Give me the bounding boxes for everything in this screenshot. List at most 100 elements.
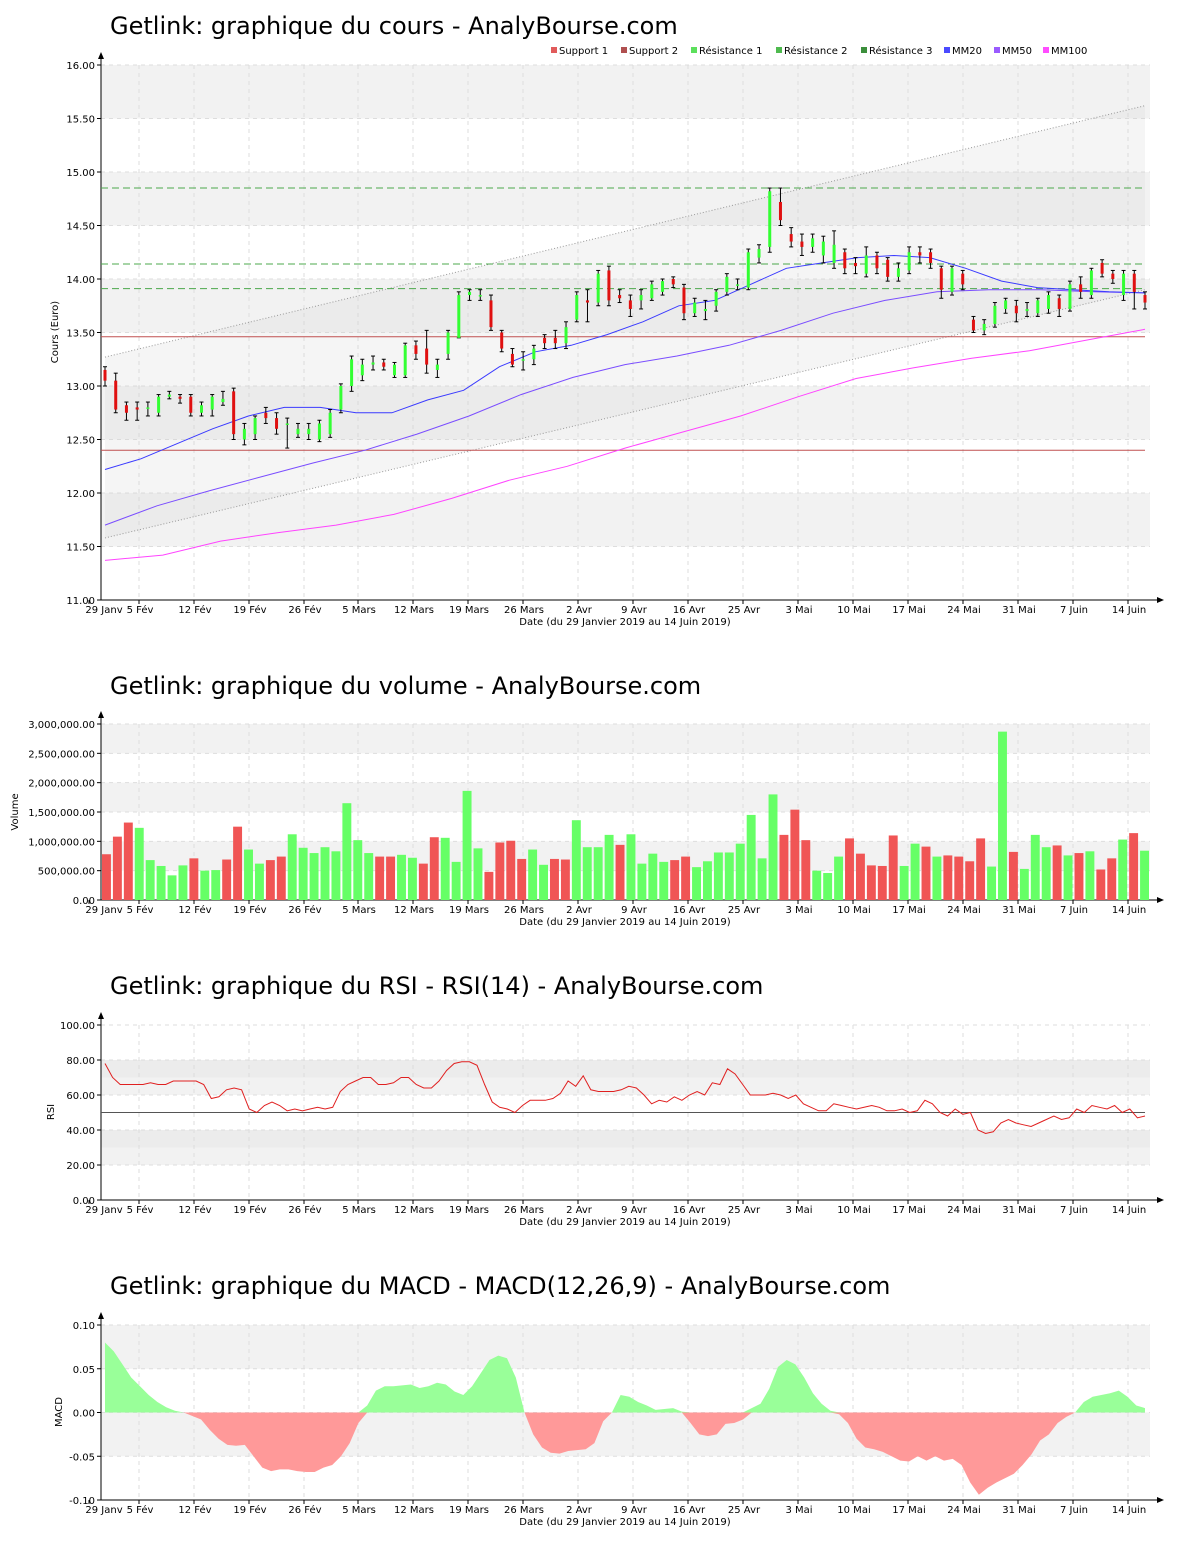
x-tick-label: 7 Juin (1060, 1205, 1088, 1216)
grid-band (101, 65, 1150, 119)
candle-body (446, 332, 450, 354)
x-tick-label: 7 Juin (1060, 905, 1088, 916)
x-tick-label: 17 Mai (892, 1505, 925, 1516)
candle-body (596, 273, 600, 303)
candle (660, 278, 665, 296)
volume-bar (211, 870, 221, 900)
volume-bar (681, 856, 691, 900)
candle-body (275, 418, 279, 429)
x-tick-label: 5 Fév (127, 1504, 154, 1516)
candle-body (392, 364, 396, 376)
volume-bar (659, 861, 669, 900)
candle (1110, 269, 1115, 284)
candle-body (886, 259, 890, 277)
legend-item: MM100 (1043, 46, 1087, 57)
candle-body (350, 359, 354, 386)
x-tick-label: 3 Mai (785, 605, 812, 616)
volume-bar (604, 834, 614, 900)
legend-label: MM20 (952, 46, 982, 57)
x-tick-label: 12 Fév (178, 904, 211, 916)
y-tick-label: 3,000,000.00 (28, 720, 95, 731)
y-axis-arrow (98, 1312, 104, 1319)
candle-body (500, 332, 504, 349)
candle-body (982, 323, 986, 331)
legend-label: Support 2 (629, 46, 678, 57)
y-tick-label: 11.50 (66, 543, 95, 554)
candle-body (939, 268, 943, 290)
x-tick-label: 14 Juin (1112, 1505, 1146, 1516)
volume-bar (724, 852, 734, 900)
candle-body (789, 234, 793, 242)
candle (1035, 297, 1040, 317)
candle-body (382, 362, 386, 367)
x-tick-label: 24 Mai (947, 605, 980, 616)
macd-positive-area (105, 1342, 1145, 1413)
candle (124, 401, 129, 421)
x-tick-label: 19 Fév (233, 1504, 266, 1516)
candle-body (199, 405, 203, 413)
volume-bar (353, 840, 363, 900)
volume-bar (407, 857, 417, 900)
candle (349, 355, 354, 392)
volume-bar (702, 861, 712, 900)
volume-bar (1030, 834, 1040, 900)
chart-title: Getlink: graphique du RSI - RSI(14) - An… (110, 972, 763, 1000)
x-tick-label: 5 Fév (127, 904, 154, 916)
x-tick-label: 29 Janv (85, 905, 122, 916)
candle-body (425, 348, 429, 365)
candle-body (414, 345, 418, 354)
legend-item: Résistance 2 (776, 45, 847, 57)
y-axis-label: MACD (54, 1397, 65, 1427)
x-tick-label: 25 Avr (728, 1205, 761, 1216)
volume-bar (429, 837, 439, 900)
chart-title: Getlink: graphique du cours - AnalyBours… (110, 12, 678, 40)
volume-bar (539, 864, 549, 900)
candle-body (607, 270, 611, 301)
volume-bar (1008, 851, 1018, 900)
volume-bar (845, 838, 854, 900)
candle (767, 187, 772, 253)
candle-body (178, 396, 182, 399)
volume-bar (528, 849, 538, 900)
candle-body (875, 255, 879, 269)
volume-bar (473, 848, 483, 900)
candle-body (564, 327, 568, 344)
candle-body (371, 362, 375, 365)
candle (874, 251, 879, 275)
x-tick-label: 24 Mai (947, 1505, 980, 1516)
candle-body (1079, 284, 1083, 292)
volume-bar (866, 865, 876, 900)
legend-label: MM50 (1002, 46, 1032, 57)
x-tick-label: 2 Avr (566, 605, 593, 616)
y-tick-label: 2,500,000.00 (28, 749, 95, 760)
candle (328, 409, 333, 438)
volume-bar (812, 870, 822, 900)
candle (735, 278, 740, 291)
x-tick-label: 14 Juin (1112, 605, 1146, 616)
candle (424, 329, 429, 374)
candle (553, 329, 558, 350)
candle-body (532, 348, 536, 360)
candle (156, 394, 161, 417)
volume-bar (451, 861, 461, 900)
candle-body (146, 407, 150, 409)
volume-bar (954, 856, 964, 900)
x-tick-label: 16 Avr (673, 605, 706, 616)
x-tick-label: 26 Mars (504, 605, 544, 616)
candle (371, 355, 376, 371)
candle-body (693, 302, 697, 314)
candle (1025, 302, 1030, 317)
volume-bar (965, 861, 975, 900)
candle (714, 289, 719, 312)
legend-item: Résistance 1 (691, 45, 762, 57)
y-tick-label: 40.00 (66, 1126, 95, 1137)
volume-bar (123, 822, 133, 900)
y-tick-label: 1,500,000.00 (28, 808, 95, 819)
x-tick-label: 12 Mars (394, 1505, 434, 1516)
x-tick-label: 3 Mai (785, 1505, 812, 1516)
y-tick-label: 0.10 (73, 1321, 95, 1332)
volume-bar (790, 809, 800, 900)
candle-body (618, 295, 622, 299)
volume-bar (855, 853, 865, 900)
